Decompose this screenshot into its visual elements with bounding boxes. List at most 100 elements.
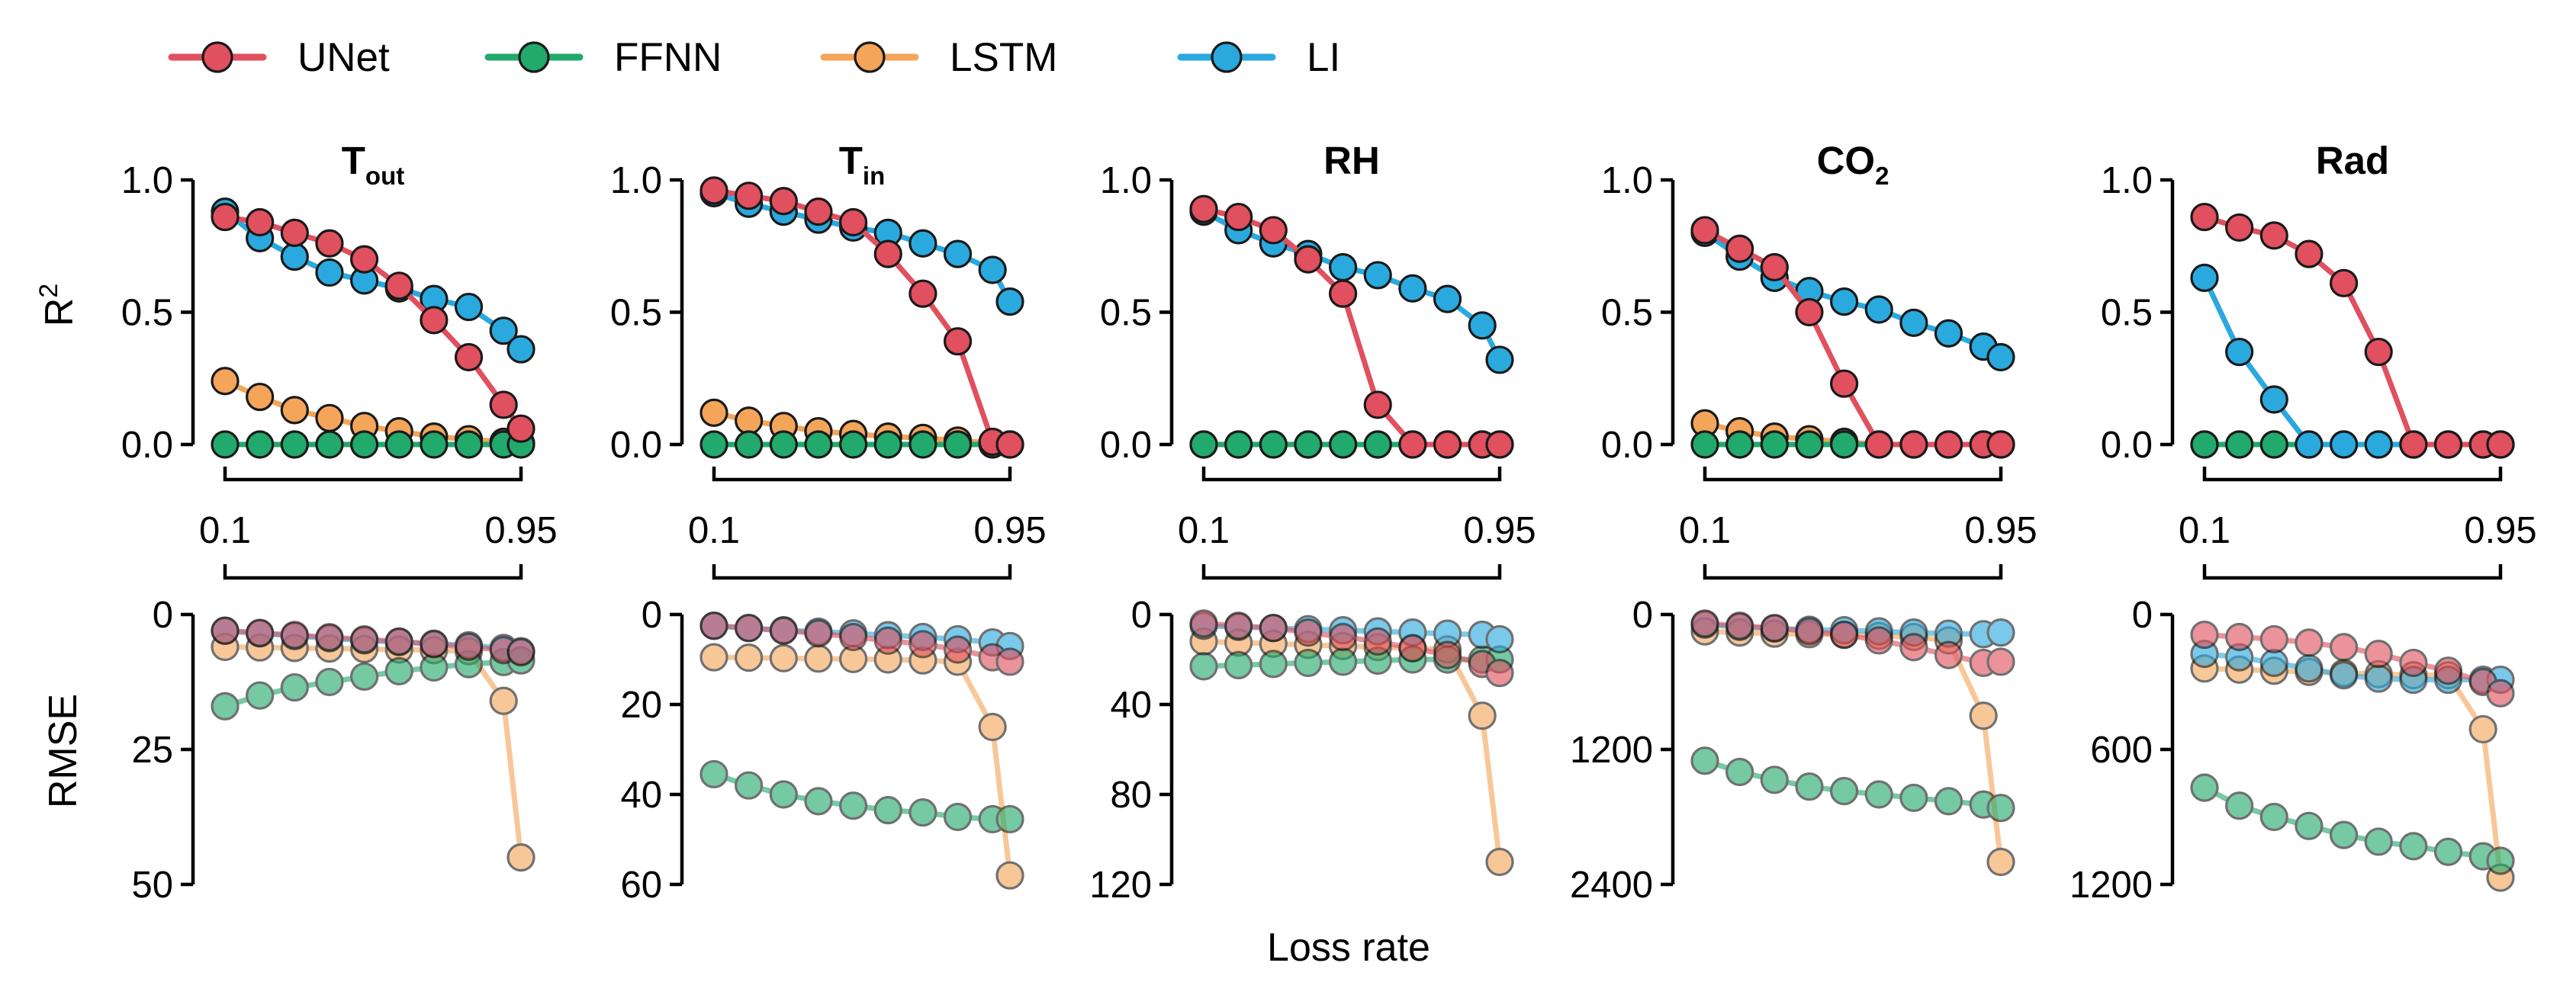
data-point bbox=[384, 656, 413, 685]
data-point bbox=[909, 797, 937, 827]
data-point bbox=[909, 630, 937, 659]
data-point bbox=[315, 430, 344, 459]
data-point bbox=[384, 627, 413, 656]
data-point bbox=[1690, 609, 1719, 638]
y-tick-label: 0 bbox=[1632, 595, 1653, 636]
y-tick-label: 120 bbox=[1089, 865, 1152, 906]
data-point bbox=[246, 207, 275, 237]
data-point bbox=[454, 342, 484, 372]
data-point bbox=[1328, 252, 1358, 282]
panel-title-subscript: 2 bbox=[1875, 162, 1889, 190]
y-tick-label: 2400 bbox=[1570, 865, 1653, 906]
panel-title-main: Rad bbox=[2316, 139, 2389, 182]
data-point bbox=[1986, 647, 2015, 676]
y-tick-label: 80 bbox=[1110, 775, 1152, 816]
data-point bbox=[735, 406, 764, 435]
rmse-panel-tin: 0 20 40 60 bbox=[620, 595, 1024, 906]
data-point bbox=[1899, 430, 1928, 459]
data-point bbox=[246, 681, 275, 710]
data-point bbox=[246, 430, 275, 459]
panel-title-subscript: in bbox=[863, 162, 885, 190]
x-tick-label-start: 0.1 bbox=[199, 510, 251, 551]
series-line bbox=[1203, 638, 1503, 862]
data-point bbox=[1485, 345, 1514, 374]
data-point bbox=[2433, 837, 2463, 866]
data-point bbox=[507, 414, 535, 443]
data-point bbox=[1485, 430, 1514, 459]
data-point bbox=[2364, 827, 2393, 856]
series-unet bbox=[1189, 194, 1514, 459]
data-point bbox=[1485, 847, 1514, 877]
x-tick-label-end: 0.95 bbox=[973, 510, 1046, 551]
x-axis-bracket-bottom bbox=[2202, 564, 2503, 580]
data-point bbox=[735, 771, 764, 800]
legend-label: FFNN bbox=[614, 35, 722, 80]
data-point bbox=[1433, 430, 1462, 459]
data-point bbox=[2295, 628, 2324, 657]
data-point bbox=[2190, 620, 2219, 650]
x-tick-label-start: 0.1 bbox=[1679, 510, 1731, 551]
y-tick-label: 1.0 bbox=[1100, 160, 1152, 201]
r2-panel-tout: Tout 0.0 0.5 1.0 0.1 0.95 bbox=[121, 139, 558, 580]
data-point bbox=[1760, 614, 1789, 643]
data-point bbox=[2295, 430, 2324, 459]
y-tick-label: 1.0 bbox=[610, 160, 662, 201]
data-point bbox=[1725, 430, 1754, 459]
data-point bbox=[2329, 820, 2359, 849]
data-point bbox=[1795, 430, 1824, 459]
panel-title: RH bbox=[1323, 139, 1380, 182]
data-point bbox=[2295, 239, 2324, 268]
data-point bbox=[699, 176, 728, 205]
legend-marker bbox=[854, 41, 886, 73]
data-point bbox=[454, 430, 484, 459]
data-point bbox=[1829, 369, 1859, 398]
data-point bbox=[1224, 202, 1253, 232]
data-point bbox=[699, 643, 728, 672]
data-point bbox=[2259, 221, 2288, 250]
data-point bbox=[246, 382, 275, 412]
data-point bbox=[943, 635, 973, 664]
data-point bbox=[349, 430, 379, 459]
data-point bbox=[735, 643, 764, 672]
data-point bbox=[838, 791, 868, 820]
y-tick-label: 1.0 bbox=[2101, 160, 2153, 201]
data-point bbox=[1398, 274, 1427, 303]
data-point bbox=[2295, 654, 2324, 683]
data-point bbox=[1864, 780, 1893, 809]
y-tick-label: 0 bbox=[2132, 595, 2153, 636]
series-unet bbox=[211, 616, 535, 667]
data-point bbox=[1468, 311, 1497, 340]
rmse-axis-label: RMSE bbox=[41, 694, 85, 808]
data-point bbox=[2225, 213, 2254, 242]
x-tick-label-end: 0.95 bbox=[484, 510, 557, 551]
y-tick-label: 1200 bbox=[2069, 865, 2153, 906]
data-point bbox=[943, 802, 973, 832]
legend-item-li: LI bbox=[1177, 35, 1340, 80]
data-point bbox=[1328, 647, 1358, 676]
data-point bbox=[1829, 430, 1859, 459]
x-tick-label-end: 0.95 bbox=[1463, 510, 1536, 551]
r2-axis-label-base: R bbox=[37, 298, 82, 327]
y-tick-label: 20 bbox=[620, 685, 662, 726]
x-axis-bracket-bottom bbox=[1201, 564, 1502, 580]
data-point bbox=[735, 181, 764, 210]
panel-title-main: RH bbox=[1323, 139, 1380, 182]
series-line bbox=[1203, 621, 1501, 676]
series-ffnn bbox=[2190, 773, 2515, 875]
data-point bbox=[2225, 430, 2254, 459]
data-point bbox=[280, 621, 309, 650]
legend-item-lstm: LSTM bbox=[820, 35, 1057, 80]
x-axis-bracket-top bbox=[223, 467, 523, 482]
data-point bbox=[2259, 624, 2288, 654]
data-point bbox=[1294, 618, 1323, 647]
data-point bbox=[1433, 284, 1462, 313]
data-point bbox=[2225, 622, 2254, 652]
data-point bbox=[2468, 714, 2497, 744]
data-point bbox=[699, 398, 728, 427]
data-point bbox=[1485, 624, 1514, 654]
data-point bbox=[1934, 430, 1963, 459]
data-point bbox=[699, 759, 728, 789]
data-point bbox=[211, 692, 240, 720]
data-point bbox=[1328, 430, 1358, 459]
